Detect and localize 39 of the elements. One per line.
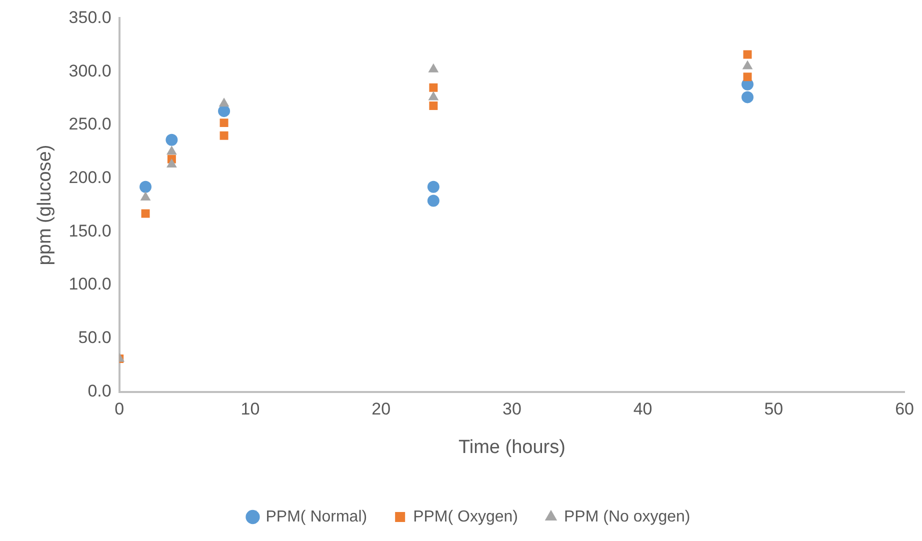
point xyxy=(220,118,228,128)
x-tick-label: 10 xyxy=(240,400,260,419)
y-tick-label: 200.0 xyxy=(68,168,112,187)
point xyxy=(166,146,177,155)
y-tick-label: 350.0 xyxy=(68,8,112,27)
x-tick-label: 30 xyxy=(502,400,522,419)
x-axis-title: Time (hours) xyxy=(458,436,566,458)
x-tick-label: 20 xyxy=(372,400,391,419)
point xyxy=(220,131,228,140)
point xyxy=(218,98,230,107)
y-tick-label: 250.0 xyxy=(68,114,112,134)
point xyxy=(742,91,754,104)
y-tick-label: 0.0 xyxy=(88,381,112,400)
x-tick-label: 60 xyxy=(895,400,914,419)
y-tick-label: 100.0 xyxy=(68,274,112,294)
x-tick-label: 50 xyxy=(764,400,784,419)
point xyxy=(218,105,230,118)
point xyxy=(429,83,438,92)
point xyxy=(166,134,178,146)
point xyxy=(742,60,753,70)
y-axis-title: ppm (glucose) xyxy=(34,144,56,266)
y-tick-label: 50.0 xyxy=(78,328,112,348)
point xyxy=(427,194,440,207)
point xyxy=(140,192,151,201)
legend-label: PPM( Oxygen) xyxy=(413,508,518,526)
y-tick-label: 150.0 xyxy=(68,221,112,240)
legend-label: PPM (No oxygen) xyxy=(564,508,690,526)
point xyxy=(140,180,152,193)
point xyxy=(427,180,440,193)
point xyxy=(166,158,177,168)
point xyxy=(141,209,150,218)
y-tick-label: 300.0 xyxy=(68,61,112,80)
legend-label: PPM( Normal) xyxy=(266,508,368,526)
x-tick-label: 0 xyxy=(114,400,124,419)
x-tick-label: 40 xyxy=(633,400,652,419)
point xyxy=(428,63,439,72)
point xyxy=(428,91,439,100)
point xyxy=(429,101,438,110)
point xyxy=(743,72,752,82)
